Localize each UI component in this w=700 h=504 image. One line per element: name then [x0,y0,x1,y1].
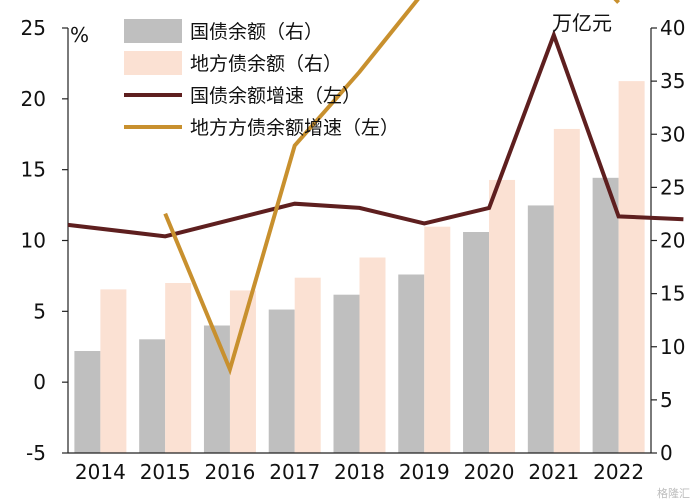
x-tick-label: 2021 [528,460,579,484]
right-axis-ticks: 0 5 10 15 20 25 30 35 40 [651,16,685,465]
lines-layer [67,0,684,376]
bar-treasury-2018 [333,294,360,453]
bar-local-2021 [553,128,580,453]
line-treasury-growth [67,29,684,239]
left-tick-label: -5 [26,441,46,465]
legend-local-balance-swatch [124,51,182,75]
watermark: 格隆汇 [657,486,690,500]
legend-local-balance-label: 地方债余额（右） [190,53,342,75]
bar-treasury-2019 [398,274,425,453]
left-tick-label: 10 [21,229,46,253]
bars-layer [74,81,645,453]
legend: 国债余额（右） 地方债余额（右） 国债余额增速（左） 地方方债余额增速（左） [124,19,399,139]
left-axis-ticks: -5 0 5 10 15 20 25 [21,16,68,465]
x-tick-label: 2018 [334,460,385,484]
bar-local-2016 [229,290,256,453]
legend-treasury-growth: 国债余额增速（左） [124,85,361,107]
legend-local-growth-label: 地方方债余额增速（左） [190,117,399,139]
right-axis-unit: 万亿元 [552,11,612,35]
left-tick-label: 5 [33,299,46,323]
bar-local-2015 [165,283,192,453]
legend-local-growth: 地方方债余额增速（左） [124,117,399,139]
bar-treasury-2015 [139,339,166,453]
right-tick-label: 40 [660,16,685,40]
right-tick-label: 0 [660,441,673,465]
right-tick-label: 15 [660,282,685,306]
right-tick-label: 25 [660,175,685,199]
x-tick-label: 2020 [464,460,515,484]
bar-local-2020 [489,179,516,453]
x-tick-label: 2019 [399,460,450,484]
bar-treasury-2022 [592,177,619,453]
x-tick-label: 2014 [75,460,126,484]
legend-treasury-growth-label: 国债余额增速（左） [190,85,361,107]
bar-treasury-2014 [74,351,101,453]
x-tick-label: 2016 [204,460,255,484]
left-tick-label: 0 [33,370,46,394]
left-tick-label: 25 [21,16,46,40]
right-tick-label: 20 [660,229,685,253]
right-tick-label: 35 [660,69,685,93]
bar-local-2018 [359,257,386,453]
right-tick-label: 30 [660,122,685,146]
bar-local-2019 [424,226,451,453]
legend-local-balance: 地方债余额（右） [124,51,342,75]
x-tick-label: 2017 [269,460,320,484]
left-tick-label: 15 [21,158,46,182]
right-tick-label: 5 [660,388,673,412]
x-tick-label: 2015 [140,460,191,484]
x-axis-ticks: 2014 2015 2016 2017 2018 2019 2020 2021 2022 [75,460,644,484]
legend-treasury-balance: 国债余额（右） [124,19,323,43]
bar-local-2017 [294,277,321,453]
bar-local-2022 [618,81,645,453]
legend-treasury-balance-label: 国债余额（右） [190,21,323,43]
bar-treasury-2016 [203,325,230,453]
bar-local-2014 [100,289,127,453]
bar-treasury-2020 [463,232,490,453]
right-tick-label: 10 [660,335,685,359]
bar-treasury-2017 [268,309,295,453]
line-local-growth [163,0,621,376]
left-axis-unit: % [70,23,89,47]
left-tick-label: 20 [21,87,46,111]
legend-treasury-balance-swatch [124,19,182,43]
bar-treasury-2021 [527,205,554,453]
x-tick-label: 2022 [593,460,644,484]
